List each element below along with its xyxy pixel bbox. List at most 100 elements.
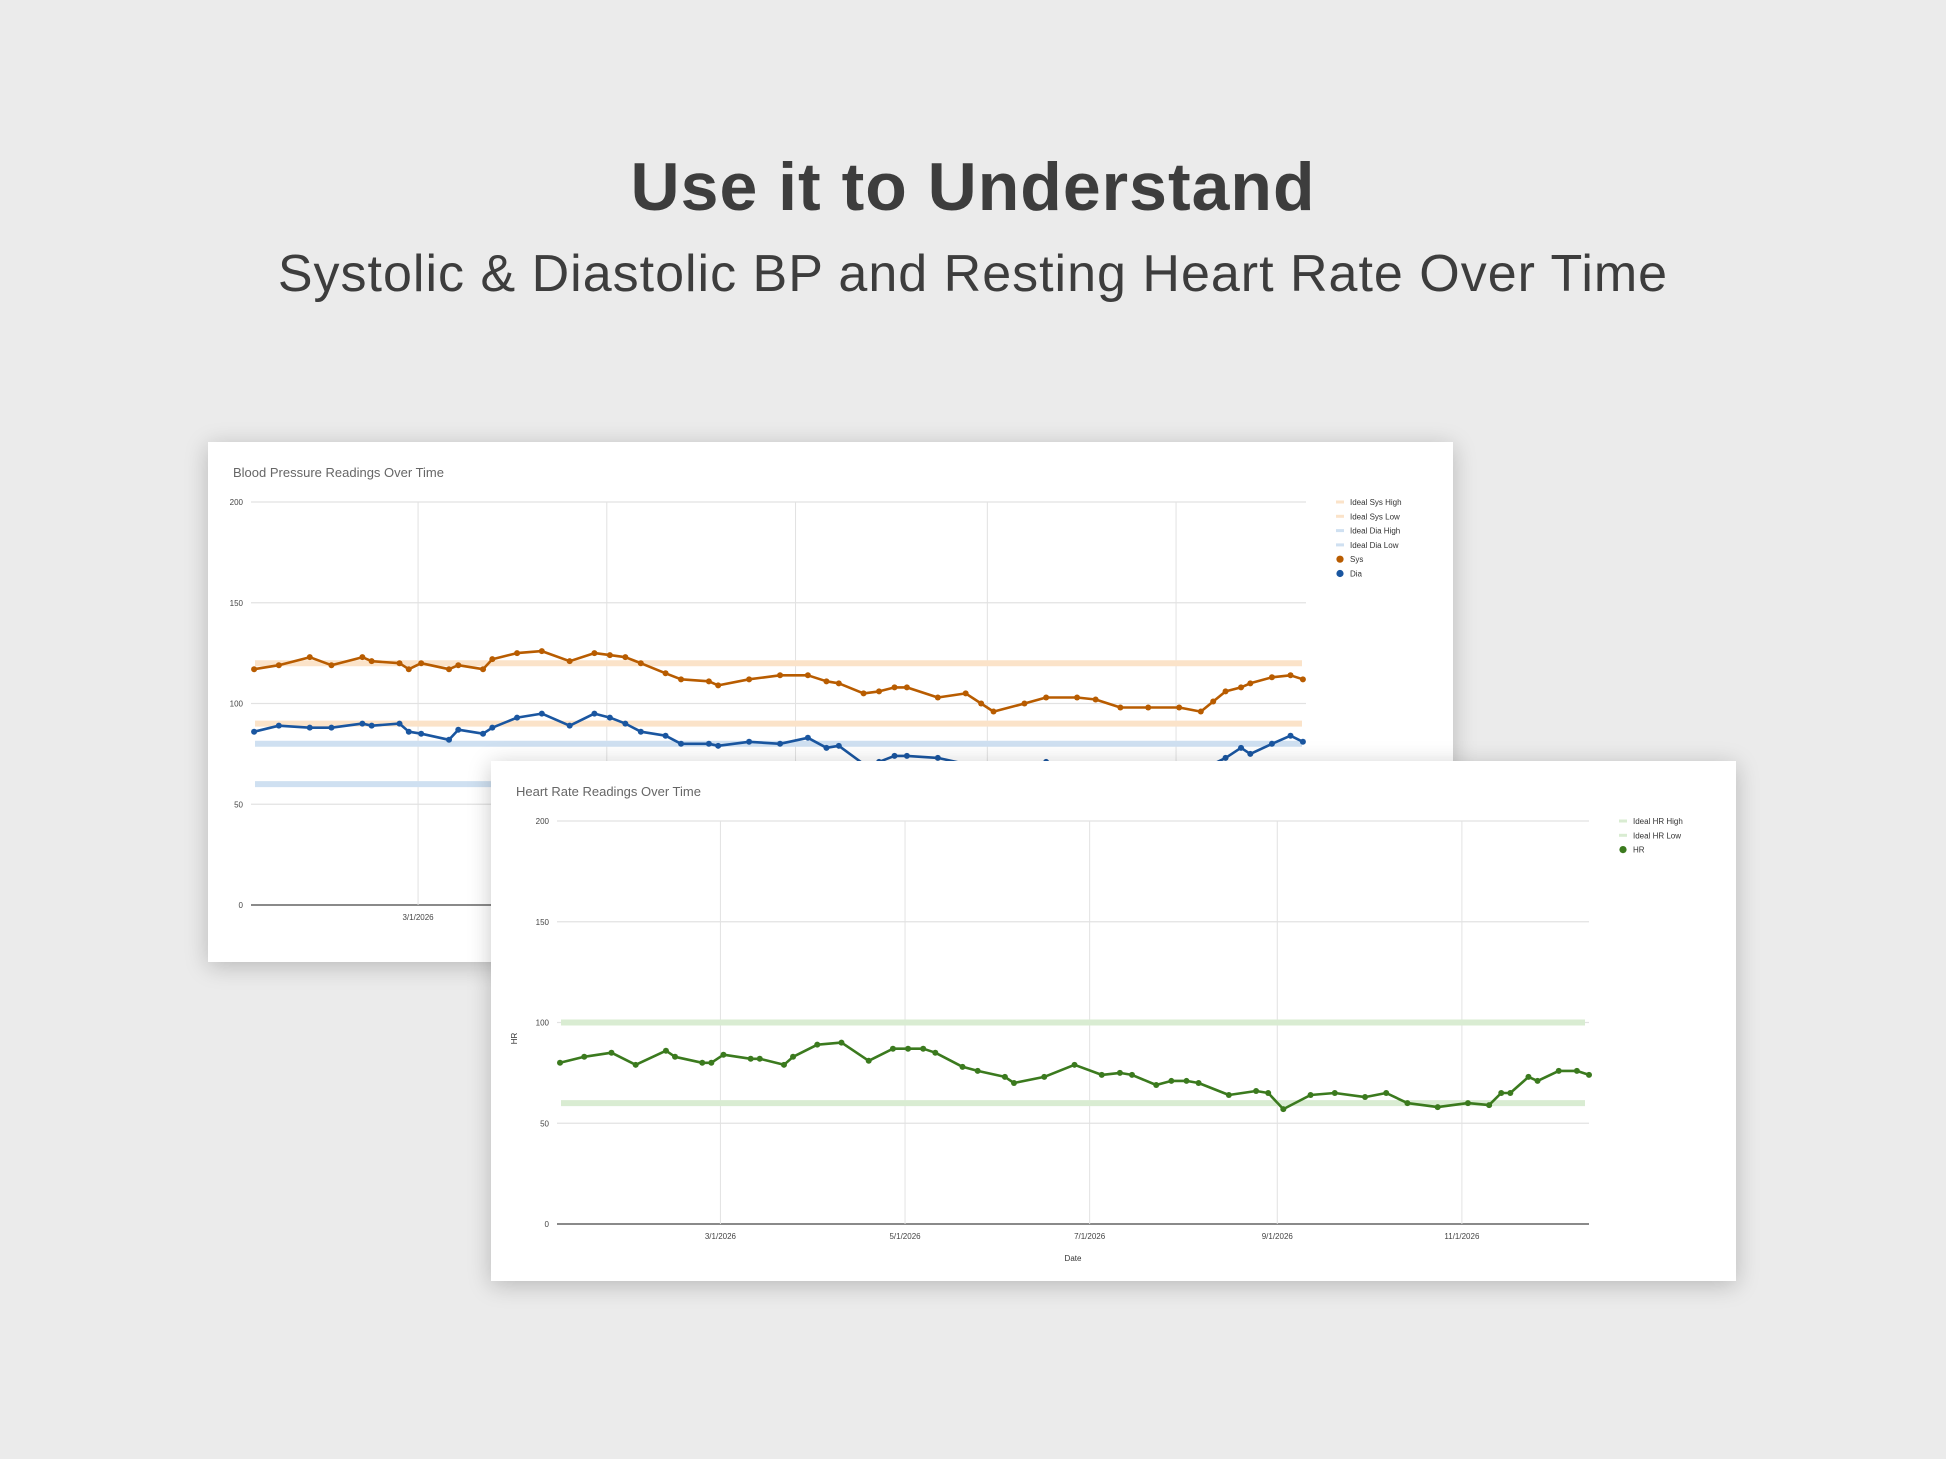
data-point-sys	[306, 654, 313, 661]
x-tick-label: 9/1/2026	[1262, 1232, 1294, 1241]
legend-label: Ideal Dia Low	[1350, 541, 1399, 550]
data-point-hr	[974, 1067, 981, 1074]
data-point-dia	[1299, 738, 1306, 745]
data-point-dia	[662, 732, 669, 739]
data-point-hr	[756, 1055, 763, 1062]
data-point-dia	[591, 710, 598, 717]
data-point-sys	[823, 678, 830, 685]
x-tick-label: 3/1/2026	[705, 1232, 737, 1241]
data-point-dia	[328, 724, 335, 731]
data-point-dia	[275, 722, 282, 729]
data-point-dia	[514, 714, 521, 721]
data-point-dia	[903, 752, 910, 759]
data-point-hr	[557, 1059, 564, 1066]
legend-marker	[1619, 846, 1627, 854]
data-point-hr	[1404, 1100, 1411, 1107]
data-point-sys	[1197, 708, 1204, 715]
data-point-hr	[1071, 1061, 1078, 1068]
data-point-hr	[790, 1053, 797, 1060]
legend-label: Ideal HR Low	[1633, 831, 1681, 840]
y-tick-label: 200	[536, 817, 550, 826]
data-point-hr	[1253, 1088, 1260, 1095]
data-point-hr	[814, 1041, 821, 1048]
data-point-hr	[1498, 1090, 1505, 1097]
legend-marker	[1336, 569, 1344, 578]
data-point-dia	[1222, 754, 1229, 761]
data-point-sys	[275, 662, 282, 669]
series-line-sys	[253, 649, 1304, 713]
data-point-sys	[978, 700, 985, 707]
legend-label: Dia	[1350, 570, 1363, 579]
data-point-sys	[1222, 688, 1229, 695]
x-tick-label: 5/1/2026	[889, 1232, 921, 1241]
data-point-dia	[396, 720, 403, 727]
data-point-hr	[1507, 1090, 1514, 1097]
legend-label: Ideal Dia High	[1350, 527, 1400, 536]
data-point-hr	[720, 1051, 727, 1058]
data-point-sys	[678, 676, 685, 683]
data-point-sys	[455, 662, 462, 669]
data-point-sys	[903, 684, 910, 691]
data-point-hr	[1168, 1077, 1175, 1084]
data-point-sys	[1210, 698, 1217, 705]
data-point-dia	[622, 720, 629, 727]
chart-title: Heart Rate Readings Over Time	[516, 784, 701, 799]
legend-label: HR	[1633, 846, 1645, 855]
data-point-dia	[1287, 732, 1294, 739]
data-point-dia	[1247, 750, 1254, 757]
data-point-hr	[699, 1059, 706, 1066]
data-point-dia	[835, 742, 842, 749]
data-point-dia	[306, 724, 313, 731]
data-point-dia	[480, 730, 487, 737]
data-point-sys	[637, 660, 644, 667]
data-point-sys	[804, 672, 811, 679]
data-point-sys	[705, 678, 712, 685]
data-point-dia	[418, 730, 425, 737]
data-point-sys	[1145, 704, 1152, 711]
data-point-hr	[1383, 1090, 1390, 1097]
x-tick-label: 7/1/2026	[1074, 1232, 1106, 1241]
legend-label: Ideal Sys Low	[1350, 512, 1400, 521]
data-point-sys	[489, 656, 496, 663]
data-point-sys	[622, 654, 629, 661]
page-subtitle: Systolic & Diastolic BP and Resting Hear…	[277, 245, 1669, 303]
data-point-sys	[1299, 676, 1306, 683]
y-tick-label: 50	[234, 800, 243, 809]
chart-title: Blood Pressure Readings Over Time	[233, 465, 444, 480]
data-point-hr	[1534, 1077, 1541, 1084]
x-axis-label: Date	[1065, 1254, 1082, 1263]
data-point-dia	[823, 744, 830, 751]
data-point-sys	[418, 660, 425, 667]
x-tick-label: 3/1/2026	[402, 913, 434, 922]
data-point-sys	[1043, 694, 1050, 701]
data-point-sys	[835, 680, 842, 687]
x-tick-label: 11/1/2026	[1444, 1232, 1480, 1241]
data-point-sys	[990, 708, 997, 715]
y-axis-label: HR	[510, 1033, 519, 1045]
data-point-hr	[747, 1055, 754, 1062]
data-point-hr	[1464, 1100, 1471, 1107]
y-tick-label: 100	[230, 700, 244, 709]
data-point-sys	[662, 670, 669, 677]
data-point-hr	[1265, 1090, 1272, 1097]
data-point-dia	[715, 742, 722, 749]
data-point-dia	[566, 722, 573, 729]
data-point-dia	[1238, 744, 1245, 751]
data-point-hr	[865, 1057, 872, 1064]
data-point-sys	[591, 650, 598, 657]
data-point-hr	[1183, 1077, 1190, 1084]
data-point-sys	[1287, 672, 1294, 679]
legend-label: Sys	[1350, 555, 1363, 564]
data-point-sys	[328, 662, 335, 669]
data-point-hr	[1116, 1069, 1123, 1076]
data-point-hr	[672, 1053, 679, 1060]
data-point-hr	[708, 1059, 715, 1066]
data-point-hr	[1153, 1081, 1160, 1088]
data-point-hr	[889, 1045, 896, 1052]
data-point-hr	[1307, 1092, 1314, 1099]
data-point-dia	[405, 728, 412, 735]
data-point-sys	[1238, 684, 1245, 691]
data-point-hr	[959, 1063, 966, 1070]
data-point-sys	[446, 666, 453, 673]
data-point-sys	[359, 654, 366, 661]
